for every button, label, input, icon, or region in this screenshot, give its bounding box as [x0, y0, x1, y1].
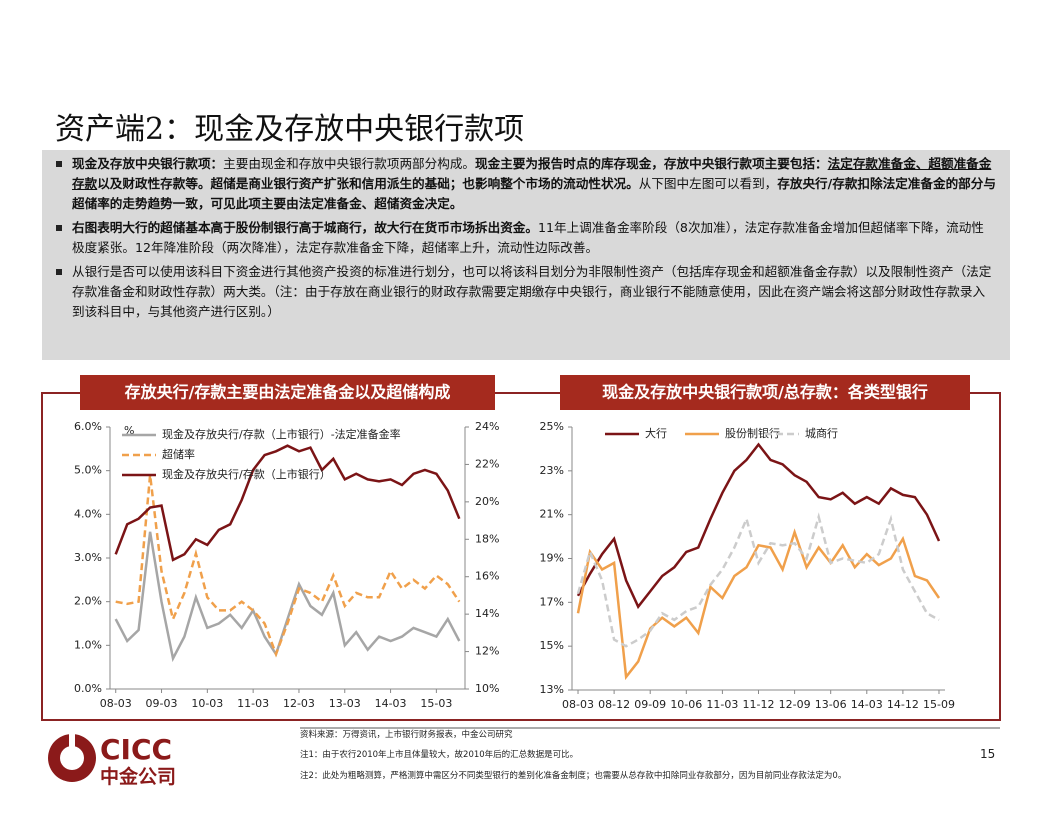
slide-title: 资产端2：现金及存放中央银行款项	[55, 112, 525, 147]
bullet-text: 主要由现金和存放中央银行款项两部分构成。	[223, 156, 475, 171]
y-tick-label: 25%	[540, 420, 564, 433]
y2-tick-label: 16%	[475, 570, 499, 583]
bullet: 现金及存放中央银行款项：主要由现金和存放中央银行款项两部分构成。现金主要为报告时…	[42, 154, 1010, 214]
x-tick-label: 09-03	[146, 697, 178, 710]
x-tick-label: 08-03	[100, 697, 132, 710]
series-line	[576, 512, 940, 648]
x-tick-label: 10-06	[670, 698, 702, 711]
x-tick-label: 14-12	[887, 698, 919, 711]
x-tick-label: 14-03	[375, 697, 407, 710]
x-tick-label: 15-09	[923, 698, 955, 711]
series-line	[115, 474, 461, 658]
x-tick-label: 12-09	[779, 698, 811, 711]
bullet-text: 11年上调准备金率阶段（8次加准），法定存款准备金增加但超储率下降，流动性极度紧…	[72, 220, 984, 255]
y2-tick-label: 14%	[475, 607, 499, 620]
bullet: 从银行是否可以使用该科目下资金进行其他资产投资的标准进行划分，也可以将该科目划分…	[42, 262, 1010, 322]
y-tick-label: 23%	[540, 464, 564, 477]
bullet: 右图表明大行的超储基本高于股份制银行高于城商行，故大行在货币市场拆出资金。11年…	[42, 218, 1010, 258]
x-tick-label: 11-03	[706, 698, 738, 711]
chart-title: 现金及存放中央银行款项/总存款：各类型银行	[602, 383, 928, 402]
unit-label: %	[124, 424, 134, 437]
bullet-box: 现金及存放中央银行款项：主要由现金和存放中央银行款项两部分构成。现金主要为报告时…	[42, 150, 1010, 360]
x-tick-label: 11-12	[743, 698, 775, 711]
series-line	[576, 442, 941, 610]
logo-text: CICC	[100, 733, 173, 766]
y-tick-label: 5.0%	[74, 464, 102, 477]
y-tick-label: 13%	[540, 683, 564, 696]
y2-tick-label: 10%	[475, 682, 499, 695]
legend-label: 大行	[645, 426, 667, 440]
y-tick-label: 15%	[540, 639, 564, 652]
legend-label: 超储率	[162, 447, 195, 461]
page-number: 15	[980, 747, 996, 761]
y2-tick-label: 18%	[475, 532, 499, 545]
chart-frame	[41, 392, 1001, 721]
logo-text: 中金公司	[100, 766, 177, 788]
y-tick-label: 2.0%	[74, 595, 102, 608]
series-line	[576, 528, 941, 681]
x-tick-label: 14-03	[851, 698, 883, 711]
y-tick-label: 21%	[540, 508, 564, 521]
x-tick-label: 09-09	[634, 698, 666, 711]
x-tick-label: 10-03	[191, 697, 223, 710]
series-line	[114, 444, 461, 562]
chart-header	[560, 375, 970, 410]
y2-tick-label: 20%	[475, 495, 499, 508]
y-tick-label: 0.0%	[74, 682, 102, 695]
legend-label: 现金及存放央行/存款（上市银行）-法定准备金率	[162, 427, 401, 441]
series-line	[114, 531, 461, 663]
x-tick-label: 13-03	[329, 697, 361, 710]
source-note: 资料来源：万得资讯，上市银行财务报表，中金公司研究	[300, 730, 513, 740]
x-tick-label: 08-03	[562, 698, 594, 711]
y2-tick-label: 22%	[475, 457, 499, 470]
y2-tick-label: 24%	[475, 420, 499, 433]
x-tick-label: 08-12	[598, 698, 630, 711]
chart-header	[80, 375, 495, 410]
bullet-text: 右图表明大行的超储基本高于股份制银行高于城商行，故大行在货币市场拆出资金。	[72, 220, 538, 235]
x-tick-label: 15-03	[420, 697, 452, 710]
bullet-text: 现金及存放中央银行款项：	[72, 156, 224, 171]
bullet-text: 从银行是否可以使用该科目下资金进行其他资产投资的标准进行划分，也可以将该科目划分…	[72, 264, 992, 319]
bullet-text: 以及财政性存款等。超储是商业银行资产扩张和信用派生的基础；也影响整个市场的流动性…	[97, 176, 639, 191]
y-tick-label: 17%	[540, 595, 564, 608]
bullet-text: 从下图中左图可以看到，	[638, 176, 778, 191]
legend-label: 城商行	[805, 426, 838, 440]
bullet-text: 现金主要为报告时点的库存现金，存放中央银行款项主要包括：	[475, 156, 828, 171]
y2-tick-label: 12%	[475, 645, 499, 658]
logo-mark	[69, 728, 75, 758]
y-tick-label: 6.0%	[74, 420, 102, 433]
footnote: 注2：此处为粗略测算，严格测算中需区分不同类型银行的差别化准备金制度；也需要从总…	[300, 771, 847, 781]
footnote: 注1：由于农行2010年上市且体量较大，故2010年后的汇总数据是可比。	[300, 750, 579, 760]
x-tick-label: 13-06	[815, 698, 847, 711]
y-tick-label: 3.0%	[74, 551, 102, 564]
y-tick-label: 19%	[540, 552, 564, 565]
bullet-text: 存放央行/存款扣除法定准备金的部分与超储率的走势趋势一致，可见此项主要由法定准备…	[72, 176, 996, 211]
y-tick-label: 1.0%	[74, 638, 102, 651]
bullet-text: 法定存款准备金、超额准备金存款	[72, 156, 992, 191]
x-tick-label: 11-03	[237, 697, 269, 710]
legend-label: 现金及存放央行/存款（上市银行）	[162, 467, 331, 481]
chart-title: 存放央行/存款主要由法定准备金以及超储构成	[125, 383, 451, 402]
x-tick-label: 12-03	[283, 697, 315, 710]
y-tick-label: 4.0%	[74, 507, 102, 520]
legend-label: 股份制银行	[725, 426, 780, 440]
